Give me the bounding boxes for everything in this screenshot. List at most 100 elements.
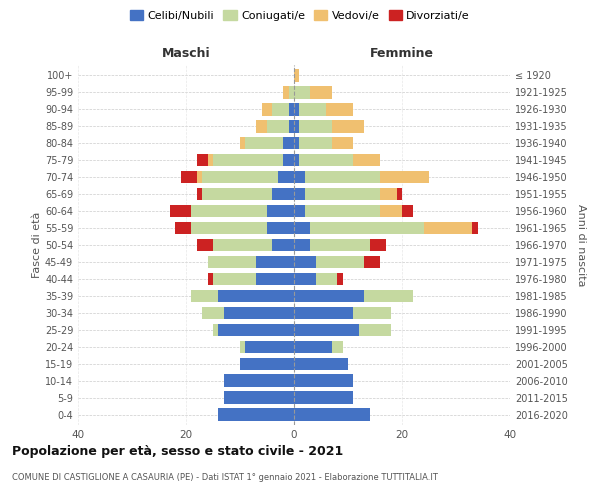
- Bar: [267, 204, 294, 218]
- Bar: [380, 170, 429, 183]
- Bar: [224, 374, 294, 387]
- Bar: [267, 120, 289, 132]
- Text: Femmine: Femmine: [370, 47, 434, 60]
- Bar: [294, 306, 353, 320]
- Text: Maschi: Maschi: [161, 47, 211, 60]
- Bar: [294, 204, 305, 218]
- Bar: [208, 272, 213, 285]
- Bar: [299, 154, 353, 166]
- Bar: [294, 86, 310, 99]
- Bar: [294, 136, 299, 149]
- Bar: [294, 272, 316, 285]
- Bar: [191, 204, 267, 218]
- Y-axis label: Fasce di età: Fasce di età: [32, 212, 42, 278]
- Bar: [278, 170, 294, 183]
- Bar: [424, 222, 472, 234]
- Bar: [310, 86, 332, 99]
- Bar: [213, 238, 272, 252]
- Bar: [305, 170, 380, 183]
- Bar: [240, 340, 245, 353]
- Bar: [197, 154, 208, 166]
- Bar: [294, 222, 310, 234]
- Bar: [299, 103, 326, 116]
- Bar: [262, 103, 272, 116]
- Bar: [181, 170, 197, 183]
- Bar: [294, 154, 299, 166]
- Bar: [294, 188, 305, 200]
- Bar: [191, 222, 267, 234]
- Text: Popolazione per età, sesso e stato civile - 2021: Popolazione per età, sesso e stato civil…: [12, 445, 343, 458]
- Bar: [202, 306, 224, 320]
- Bar: [218, 408, 294, 421]
- Bar: [191, 290, 218, 302]
- Bar: [294, 374, 353, 387]
- Bar: [310, 222, 424, 234]
- Bar: [299, 136, 332, 149]
- Bar: [402, 204, 413, 218]
- Bar: [213, 272, 256, 285]
- Bar: [316, 272, 337, 285]
- Bar: [283, 86, 289, 99]
- Y-axis label: Anni di nascita: Anni di nascita: [576, 204, 586, 286]
- Bar: [224, 392, 294, 404]
- Bar: [353, 306, 391, 320]
- Bar: [294, 324, 359, 336]
- Bar: [197, 238, 213, 252]
- Bar: [332, 136, 353, 149]
- Bar: [472, 222, 478, 234]
- Bar: [208, 256, 256, 268]
- Bar: [332, 340, 343, 353]
- Bar: [272, 188, 294, 200]
- Bar: [218, 290, 294, 302]
- Bar: [332, 120, 364, 132]
- Bar: [175, 222, 191, 234]
- Bar: [294, 238, 310, 252]
- Bar: [364, 290, 413, 302]
- Text: COMUNE DI CASTIGLIONE A CASAURIA (PE) - Dati ISTAT 1° gennaio 2021 - Elaborazion: COMUNE DI CASTIGLIONE A CASAURIA (PE) - …: [12, 472, 438, 482]
- Bar: [170, 204, 191, 218]
- Bar: [359, 324, 391, 336]
- Bar: [197, 170, 202, 183]
- Bar: [380, 188, 397, 200]
- Bar: [240, 136, 245, 149]
- Bar: [202, 170, 278, 183]
- Bar: [294, 408, 370, 421]
- Bar: [337, 272, 343, 285]
- Bar: [380, 204, 402, 218]
- Bar: [294, 290, 364, 302]
- Bar: [397, 188, 402, 200]
- Bar: [267, 222, 294, 234]
- Bar: [245, 340, 294, 353]
- Bar: [294, 340, 332, 353]
- Bar: [272, 103, 289, 116]
- Bar: [224, 306, 294, 320]
- Bar: [294, 392, 353, 404]
- Bar: [197, 188, 202, 200]
- Bar: [256, 120, 267, 132]
- Bar: [316, 256, 364, 268]
- Bar: [305, 204, 380, 218]
- Bar: [213, 154, 283, 166]
- Bar: [245, 136, 283, 149]
- Bar: [294, 358, 348, 370]
- Bar: [240, 358, 294, 370]
- Bar: [202, 188, 272, 200]
- Bar: [283, 154, 294, 166]
- Bar: [299, 120, 332, 132]
- Bar: [305, 188, 380, 200]
- Bar: [256, 272, 294, 285]
- Bar: [283, 136, 294, 149]
- Bar: [364, 256, 380, 268]
- Bar: [294, 256, 316, 268]
- Bar: [289, 103, 294, 116]
- Bar: [272, 238, 294, 252]
- Bar: [294, 120, 299, 132]
- Bar: [326, 103, 353, 116]
- Bar: [370, 238, 386, 252]
- Bar: [310, 238, 370, 252]
- Bar: [294, 170, 305, 183]
- Bar: [294, 69, 299, 82]
- Bar: [218, 324, 294, 336]
- Bar: [289, 86, 294, 99]
- Bar: [294, 103, 299, 116]
